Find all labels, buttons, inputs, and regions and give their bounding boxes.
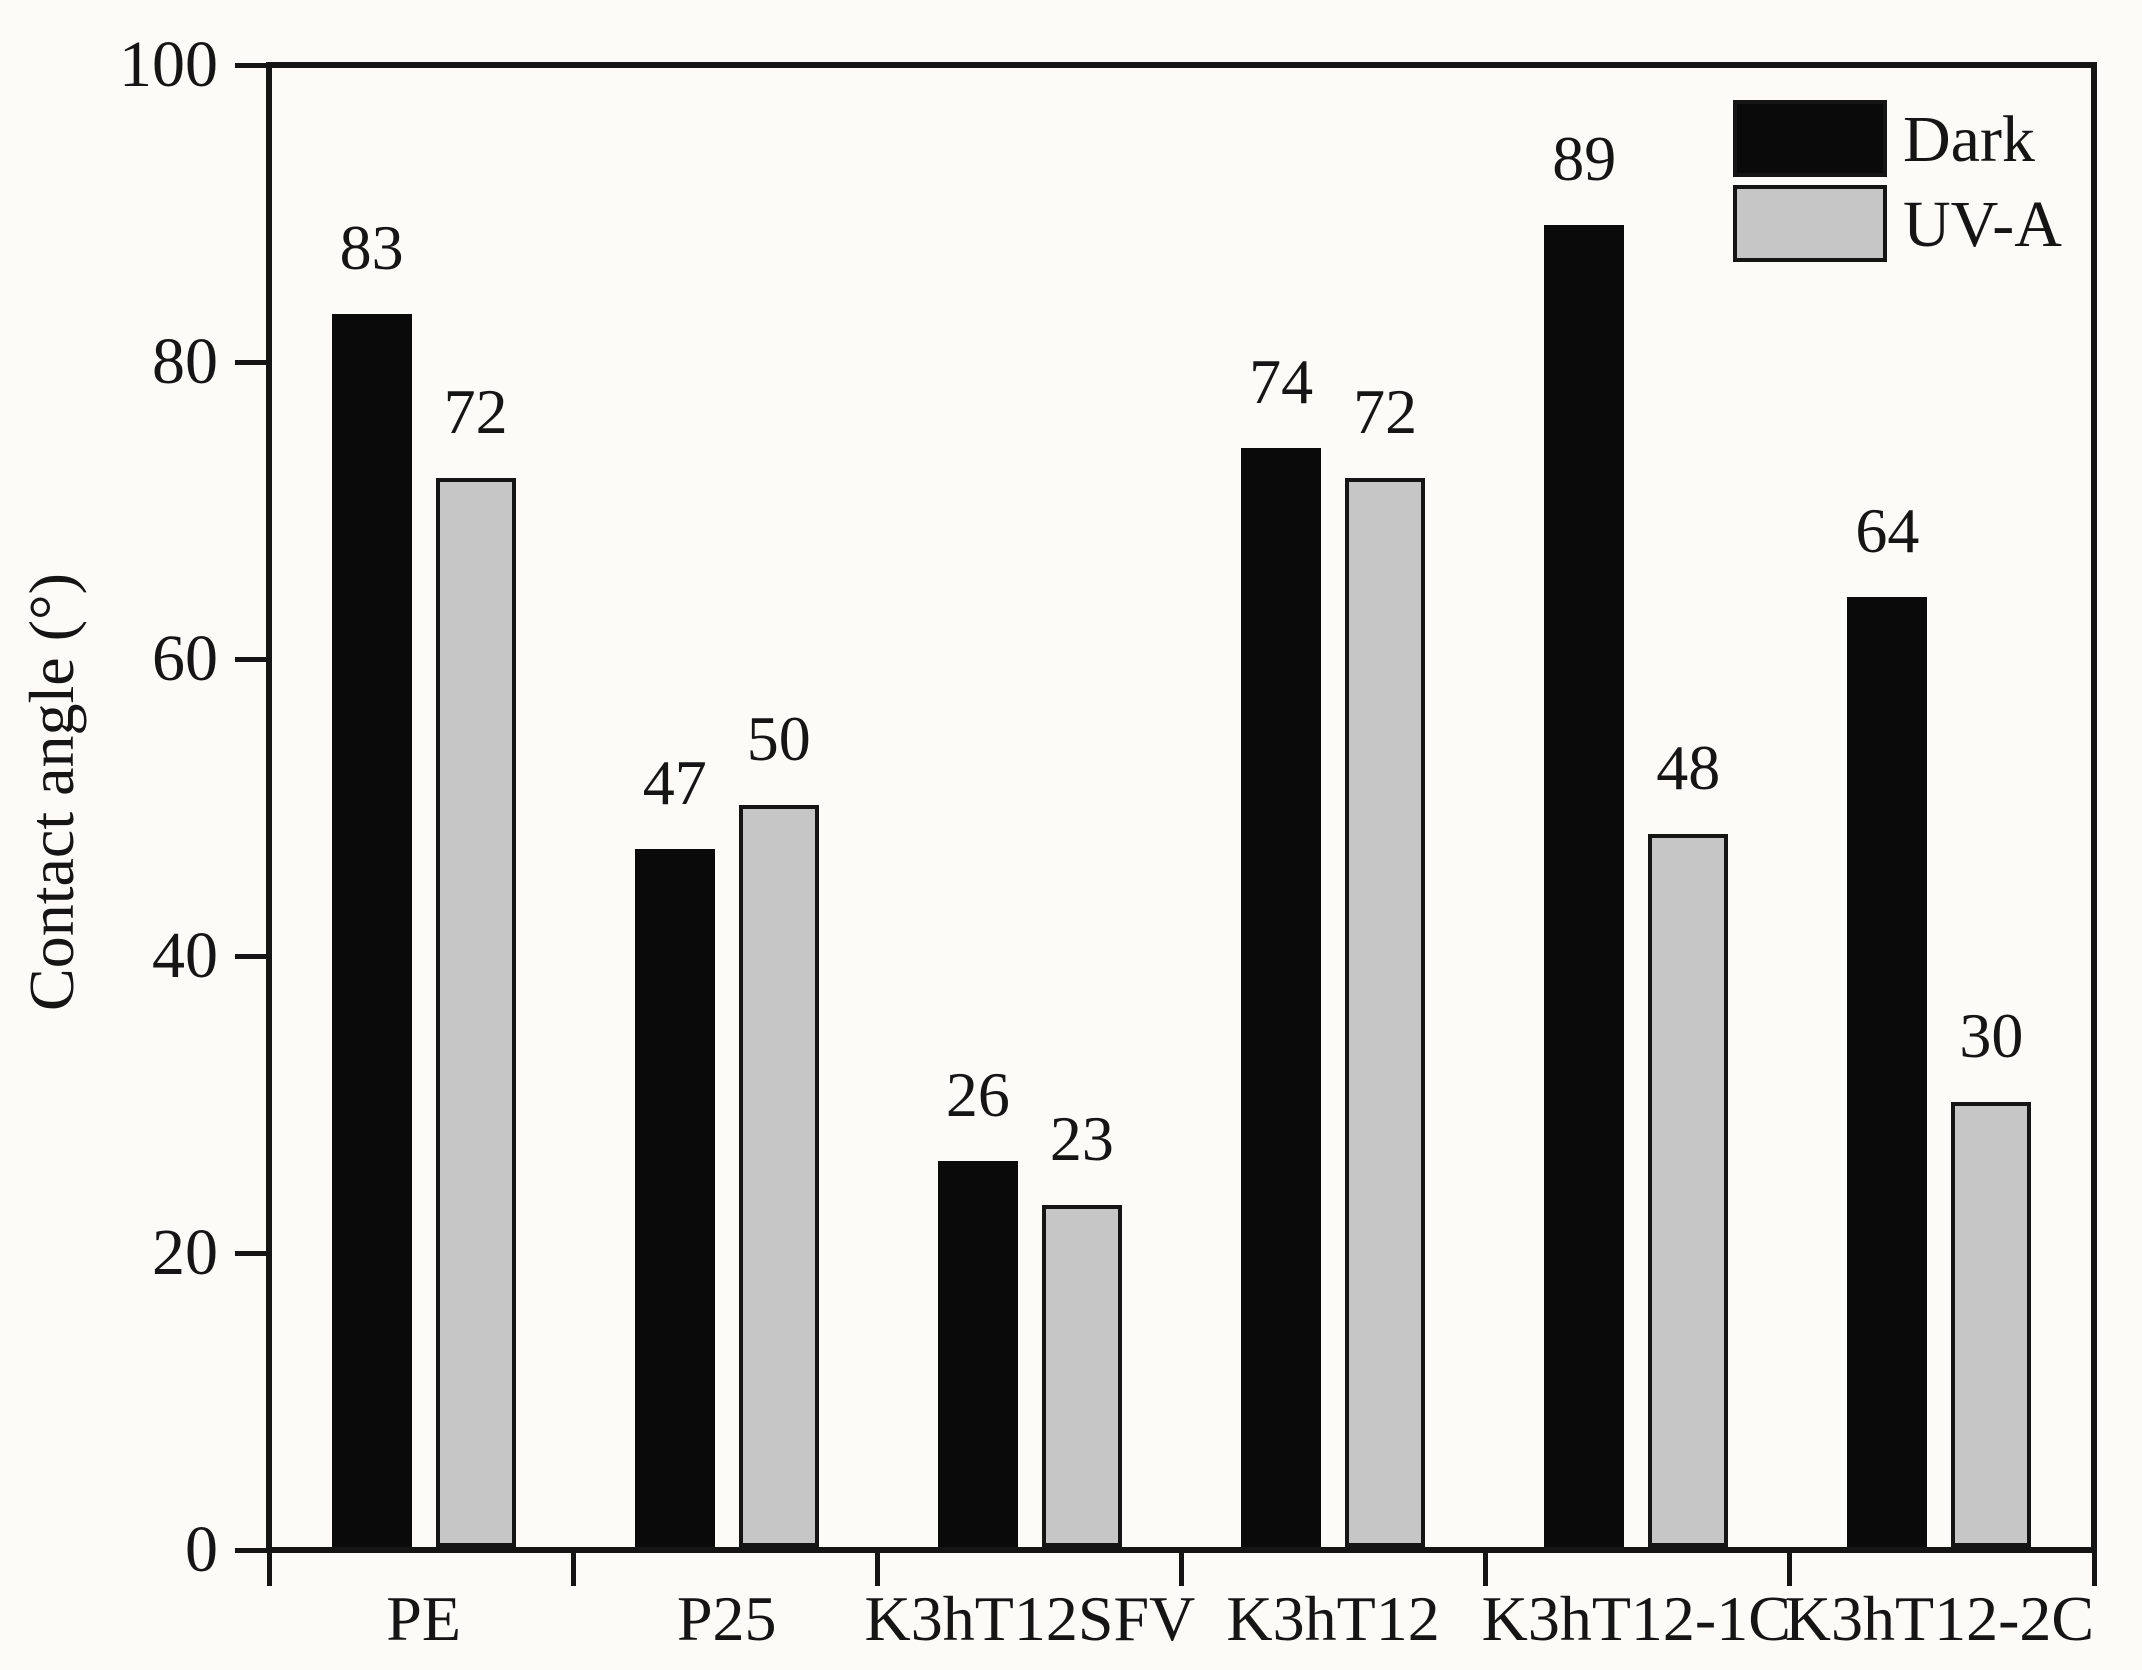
x-tick	[1483, 1553, 1489, 1586]
y-tick-label: 20	[152, 1216, 218, 1289]
legend-swatch-uv-a	[1733, 185, 1887, 262]
bar-dark	[634, 849, 715, 1547]
y-tick-label: 0	[185, 1513, 218, 1586]
bar-value-label: 89	[1552, 123, 1617, 195]
bar-dark	[1544, 225, 1625, 1547]
bar-value-label: 83	[339, 212, 404, 284]
bars-layer: 83 72 47 50 26 23 74 72 89 48 64 30	[272, 68, 2091, 1547]
x-category-label: P25	[676, 1583, 777, 1654]
y-tick	[235, 62, 266, 68]
bar-value-label: 72	[1353, 375, 1418, 447]
y-tick-label: 40	[152, 919, 218, 992]
y-tick	[235, 359, 266, 365]
y-tick-label: 60	[152, 622, 218, 695]
x-tick	[266, 1553, 272, 1586]
bar-uva	[1648, 834, 1729, 1547]
x-tick	[1787, 1553, 1793, 1586]
x-category-label: K3hT12-2C	[1784, 1583, 2095, 1654]
bar-value-label: 64	[1855, 494, 1920, 566]
legend-label: Dark	[1903, 103, 2035, 176]
bar-value-label: 26	[945, 1058, 1010, 1130]
bar-value-label: 47	[642, 747, 707, 819]
bar-value-label: 50	[746, 702, 811, 774]
bar-uva	[738, 804, 819, 1547]
y-tick	[235, 953, 266, 959]
x-category-label: K3hT12	[1226, 1583, 1440, 1654]
bar-value-label: 72	[443, 375, 508, 447]
bar-dark	[331, 314, 412, 1547]
bar-value-label: 74	[1249, 346, 1314, 418]
x-category-label: K3hT12SFV	[864, 1583, 1196, 1654]
bar-dark	[1847, 596, 1928, 1547]
x-category-label: PE	[386, 1583, 461, 1654]
legend: Dark UV-A	[272, 68, 2091, 1547]
y-tick-label: 100	[119, 28, 218, 101]
bar-value-label: 23	[1049, 1103, 1114, 1175]
y-tick	[235, 1547, 266, 1553]
bar-dark	[1241, 448, 1322, 1547]
bar-value-label: 48	[1656, 732, 1721, 804]
legend-swatch-dark	[1733, 100, 1887, 177]
plot-area: 83 72 47 50 26 23 74 72 89 48 64 30 Dark UV-A	[266, 62, 2097, 1553]
x-tick	[2091, 1553, 2097, 1586]
bar-value-label: 30	[1959, 999, 2024, 1071]
x-tick	[874, 1553, 880, 1586]
x-tick	[1179, 1553, 1184, 1586]
y-tick	[235, 656, 266, 662]
legend-label: UV-A	[1903, 188, 2062, 261]
bar-dark	[937, 1160, 1018, 1547]
y-tick-label: 80	[152, 325, 218, 398]
bar-uva	[1041, 1205, 1122, 1547]
x-tick	[570, 1553, 576, 1586]
x-category-label: K3hT12-1C	[1481, 1583, 1791, 1654]
y-tick	[235, 1250, 266, 1256]
bar-uva	[1951, 1101, 2032, 1547]
bar-uva	[435, 477, 516, 1547]
bar-uva	[1345, 477, 1426, 1547]
